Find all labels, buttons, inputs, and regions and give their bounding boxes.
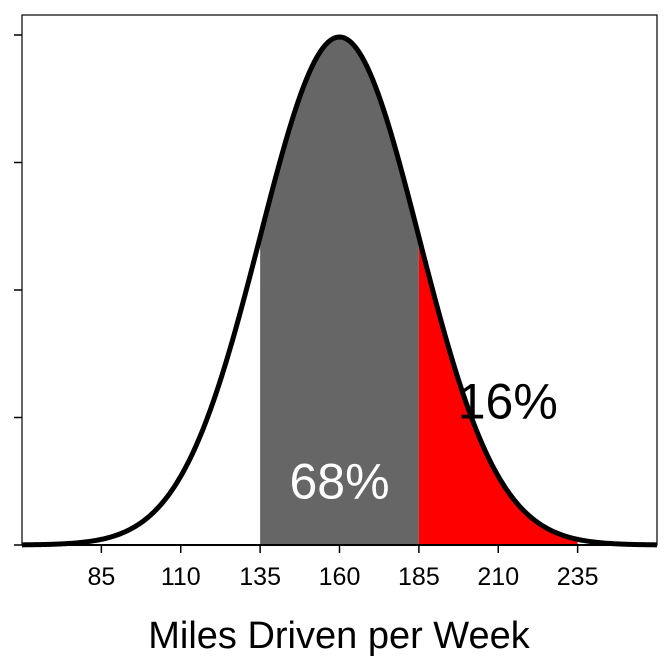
x-tick-label: 135	[239, 563, 281, 591]
x-tick-label: 235	[557, 563, 599, 591]
x-tick-label: 185	[398, 563, 440, 591]
x-axis-ticks: 85 110 135 160 185 210 235	[87, 545, 598, 591]
density-curve	[21, 34, 658, 548]
region-label-0: 68%	[289, 453, 389, 509]
shaded-region-1	[418, 236, 578, 545]
region-annotations: 68% 16%	[289, 374, 557, 510]
x-tick-label: 210	[477, 563, 519, 591]
x-axis-title: Miles Driven per Week	[148, 615, 531, 657]
x-tick-label: 110	[161, 563, 201, 591]
x-tick-label: 85	[87, 563, 115, 591]
shaded-regions	[260, 37, 578, 545]
shaded-region-0	[260, 37, 419, 545]
region-label-1: 16%	[458, 374, 558, 430]
x-tick-label: 160	[319, 563, 361, 591]
y-axis-ticks	[14, 34, 22, 546]
